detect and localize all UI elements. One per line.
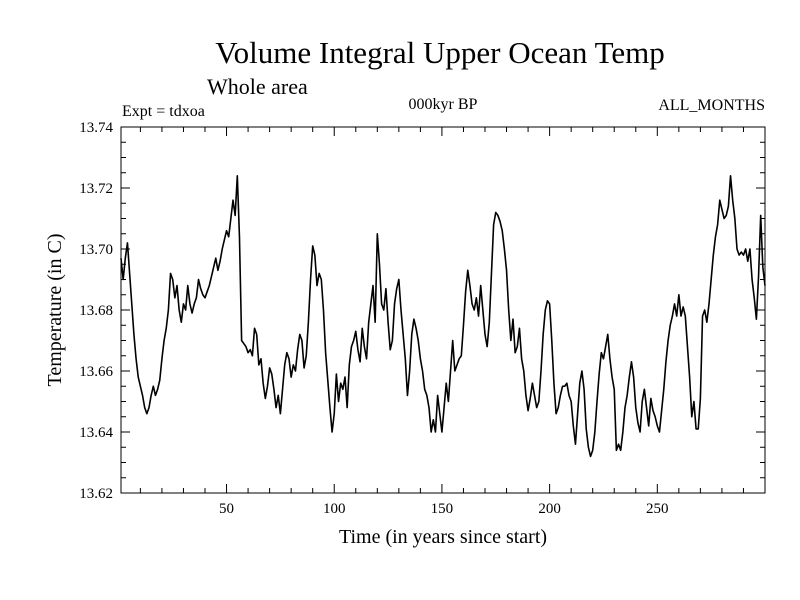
y-tick-label: 13.62 bbox=[79, 486, 113, 502]
months-label: ALL_MONTHS bbox=[658, 97, 765, 114]
x-axis: 50 100 150 200 250 bbox=[139, 127, 766, 517]
chart-title: Volume Integral Upper Ocean Temp bbox=[215, 35, 665, 70]
x-tick-label: 250 bbox=[646, 501, 669, 517]
plot-frame bbox=[120, 126, 766, 494]
x-axis-label: Time (in years since start) bbox=[339, 526, 547, 548]
y-tick-label: 13.66 bbox=[79, 364, 113, 380]
y-tick-label: 13.72 bbox=[79, 181, 113, 197]
period-label: 000kyr BP bbox=[409, 96, 478, 113]
expt-label: Expt = tdxoa bbox=[122, 103, 205, 120]
x-tick-label: 100 bbox=[323, 501, 346, 517]
x-tick-label: 150 bbox=[431, 501, 454, 517]
x-tick-label: 50 bbox=[219, 501, 234, 517]
y-tick-label: 13.70 bbox=[79, 242, 113, 258]
y-tick-label: 13.74 bbox=[79, 120, 113, 136]
y-tick-label: 13.68 bbox=[79, 303, 113, 319]
chart-subtitle: Whole area bbox=[207, 74, 308, 99]
series-line bbox=[120, 175, 766, 458]
x-tick-label: 200 bbox=[538, 501, 561, 517]
y-axis: 13.62 13.64 13.66 13.68 13.70 13.72 13.74 bbox=[79, 120, 765, 502]
y-tick-label: 13.64 bbox=[79, 425, 113, 441]
y-axis-label: Temperature (in C) bbox=[44, 234, 66, 387]
